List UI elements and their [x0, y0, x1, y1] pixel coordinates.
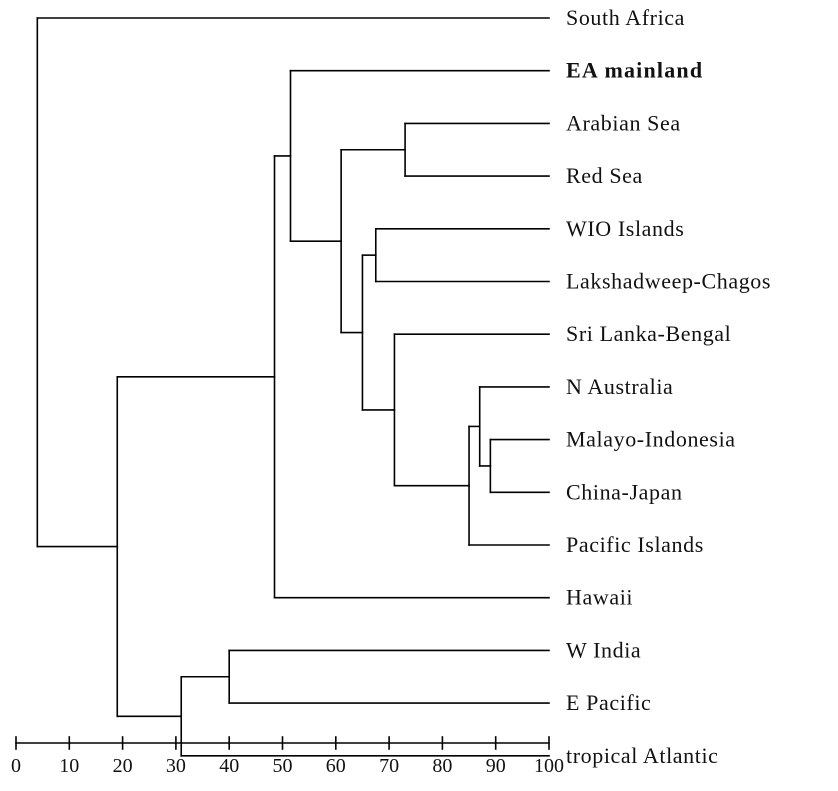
leaf-label-hawaii: Hawaii: [566, 585, 633, 610]
leaf-label-china-japan: China-Japan: [566, 479, 683, 504]
axis-tick-label-30: 30: [166, 755, 186, 777]
axis-tick-label-100: 100: [534, 755, 564, 777]
leaf-label-e-pacific: E Pacific: [566, 690, 651, 715]
axis-tick-label-50: 50: [273, 755, 293, 777]
leaf-label-pacific-islands: Pacific Islands: [566, 532, 704, 557]
axis-tick-label-10: 10: [59, 755, 79, 777]
leaf-labels: South Africa EA mainland Arabian Sea Red Se…: [566, 5, 771, 768]
leaf-label-tropical-atlantic: tropical Atlantic: [566, 743, 719, 768]
leaf-label-arabian-sea: Arabian Sea: [566, 110, 681, 135]
leaf-label-ea-mainland: EA mainland: [566, 58, 703, 83]
axis-tick-label-70: 70: [379, 755, 399, 777]
axis-tick-label-0: 0: [11, 755, 21, 777]
leaf-label-n-australia: N Australia: [566, 374, 673, 399]
axis-tick-label-80: 80: [432, 755, 452, 777]
axis-tick-label-20: 20: [113, 755, 133, 777]
leaf-label-red-sea: Red Sea: [566, 163, 643, 188]
leaf-label-wio-islands: WIO Islands: [566, 216, 684, 241]
axis-tick-label-60: 60: [326, 755, 346, 777]
leaf-label-lakshadweep-chagos: Lakshadweep-Chagos: [566, 269, 771, 294]
dendrogram-branches: [36, 17, 550, 757]
axis-tick-label-90: 90: [486, 755, 506, 777]
leaf-label-malayo-indonesia: Malayo-Indonesia: [566, 427, 736, 452]
axis-tick-label-40: 40: [219, 755, 239, 777]
similarity-axis: 0 10 20 30 40 50 60 70 80 90 100: [11, 736, 564, 777]
leaf-label-sri-lanka-bengal: Sri Lanka-Bengal: [566, 321, 731, 346]
leaf-label-south-africa: South Africa: [566, 5, 685, 30]
leaf-label-w-india: W India: [566, 637, 641, 662]
